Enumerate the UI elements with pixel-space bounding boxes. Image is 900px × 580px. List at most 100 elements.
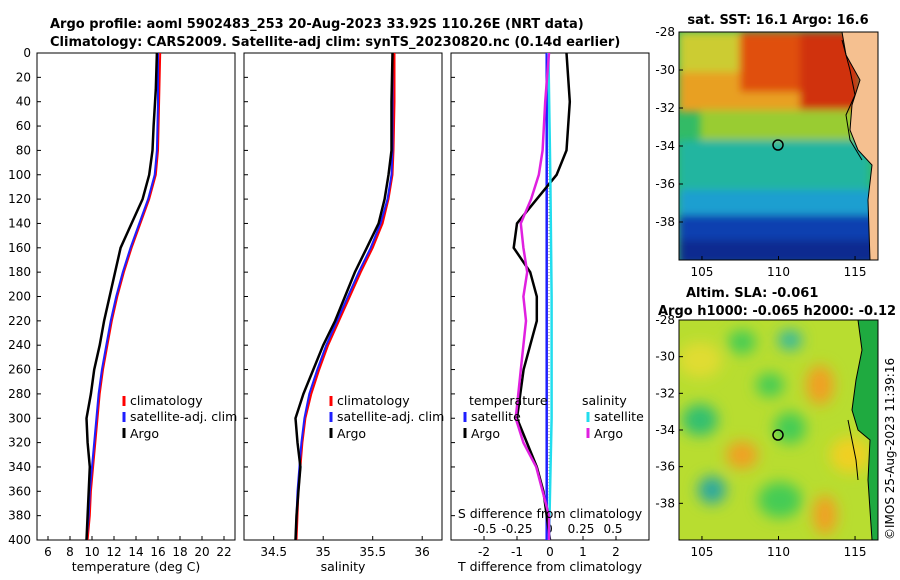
s-difference-tick-label: 0.25 — [568, 522, 595, 536]
depth-tick-label: 180 — [8, 265, 31, 279]
legend-label-satellite: satellite-adj. clim — [337, 409, 444, 424]
lat-tick-label: -34 — [655, 423, 675, 437]
lon-tick-label: 110 — [767, 265, 790, 279]
temperature-tick-label: 12 — [106, 545, 121, 559]
temperature-axes-frame — [36, 52, 236, 541]
lat-tick-label: -28 — [655, 313, 675, 327]
lat-tick-label: -28 — [655, 25, 675, 39]
depth-tick-label: 340 — [8, 460, 31, 474]
depth-tick-label: 200 — [8, 290, 31, 304]
depth-tick-label: 380 — [8, 509, 31, 523]
depth-tick-label: 60 — [16, 119, 31, 133]
salinity-tick-label: 35 — [316, 545, 331, 559]
legend-label-s-satellite: satellite — [594, 409, 644, 424]
sla-land-mass — [851, 320, 878, 540]
legend-label-t-satellite: satellite — [471, 409, 521, 424]
temperature-series — [85, 52, 162, 541]
satellite-clim-line — [85, 53, 159, 541]
lat-tick-label: -30 — [655, 63, 675, 77]
legend-label-satellite: satellite-adj. clim — [130, 409, 237, 424]
difference-legend: temperature satellite Argo salinity sate… — [463, 393, 644, 441]
temperature-tick-label: 8 — [66, 545, 74, 559]
salinity-series — [294, 52, 396, 541]
lon-tick-label: 105 — [691, 265, 714, 279]
difference-series — [512, 52, 572, 541]
lat-tick-label: -36 — [655, 177, 675, 191]
depth-tick-label: 400 — [8, 533, 31, 547]
temperature-tick-label: 6 — [44, 545, 52, 559]
salinity-panel: 34.5 35 35.5 36 salinity climatology satell… — [243, 52, 444, 574]
temperature-tick-labels: 6 8 10 12 14 16 18 20 22 — [44, 545, 231, 559]
figure-title-line1: Argo profile: aoml 5902483_253 20-Aug-20… — [50, 17, 584, 32]
difference-gridlines — [451, 52, 617, 541]
depth-tick-label: 100 — [8, 168, 31, 182]
depth-tick-label: 240 — [8, 338, 31, 352]
depth-tick-label: 280 — [8, 387, 31, 401]
salinity-tick-labels: 34.5 35 35.5 36 — [260, 545, 430, 559]
depth-tick-label: 120 — [8, 192, 31, 206]
depth-tick-label: 20 — [16, 70, 31, 84]
sst-map-title: sat. SST: 16.1 Argo: 16.6 — [687, 13, 868, 28]
depth-tick-label: 0 — [23, 46, 31, 60]
timestamp: ©IMOS 25-Aug-2023 11:39:16 — [883, 358, 897, 540]
salinity-tick-label: 36 — [415, 545, 430, 559]
temperature-gridlines — [37, 52, 225, 541]
s-difference-tick-label: 0.5 — [603, 522, 622, 536]
t-difference-tick-label: 1 — [579, 545, 587, 559]
temperature-tick-label: 22 — [216, 545, 231, 559]
legend-label-t-argo: Argo — [471, 426, 500, 441]
lat-tick-label: -32 — [655, 386, 675, 400]
temperature-tick-label: 10 — [84, 545, 99, 559]
sla-map-title-line1: Altim. SLA: -0.061 — [686, 286, 818, 301]
lat-tick-label: -38 — [655, 215, 675, 229]
t-difference-tick-label: 0 — [546, 545, 554, 559]
depth-tick-label: 40 — [16, 95, 31, 109]
difference-panel: -2 -1 0 1 2 -0.5 -0.25 0 0.25 0.5 T difference f… — [450, 52, 650, 574]
legend-title-temperature: temperature — [469, 393, 548, 408]
lon-tick-label: 115 — [844, 265, 867, 279]
lon-tick-label: 105 — [691, 545, 714, 559]
lon-tick-label: 115 — [844, 545, 867, 559]
salinity-legend: climatology satellite-adj. clim Argo — [329, 393, 444, 441]
salinity-axes-frame — [243, 52, 443, 541]
sla-map-panel: Altim. SLA: -0.061 Argo h1000: -0.065 h2… — [655, 286, 896, 559]
depth-tick-label: 140 — [8, 216, 31, 230]
sst-argo-marker — [772, 139, 784, 151]
depth-tick-label: 260 — [8, 363, 31, 377]
t-difference-xlabel: T difference from climatology — [457, 559, 643, 574]
lat-tick-label: -32 — [655, 101, 675, 115]
legend-label-argo: Argo — [337, 426, 366, 441]
sst-field — [679, 32, 878, 260]
temperature-tick-label: 16 — [150, 545, 165, 559]
figure-title-line2: Climatology: CARS2009. Satellite-adj cli… — [50, 35, 620, 50]
sla-lon-tick-labels: 105 110 115 — [691, 536, 867, 559]
s-satellite-line — [547, 52, 553, 541]
sla-map-title-line2: Argo h1000: -0.065 h2000: -0.12 — [658, 304, 896, 319]
depth-tick-label: 300 — [8, 411, 31, 425]
t-difference-tick-label: -1 — [511, 545, 523, 559]
salinity-tick-label: 34.5 — [260, 545, 287, 559]
t-difference-tick-label: 2 — [612, 545, 620, 559]
s-difference-xlabel: S difference from climatology — [458, 506, 643, 521]
t-difference-tick-labels: -2 -1 0 1 2 — [478, 545, 620, 559]
sla-lat-tick-labels: -28 -30 -32 -34 -36 -38 — [655, 313, 683, 510]
s-argo-line — [514, 52, 551, 540]
lon-tick-label: 110 — [767, 545, 790, 559]
legend-label-climatology: climatology — [130, 393, 203, 408]
depth-tick-labels: 0 20 40 60 80 100 120 140 160 180 200 220 240 260 280 3… — [8, 46, 31, 547]
sst-lat-tick-labels: -28 -30 -32 -34 -36 -38 — [655, 25, 683, 229]
argo-line — [85, 52, 159, 541]
depth-tick-label: 360 — [8, 484, 31, 498]
lat-tick-label: -38 — [655, 496, 675, 510]
depth-tick-label: 160 — [8, 241, 31, 255]
lat-tick-label: -36 — [655, 460, 675, 474]
climatology-line — [86, 52, 162, 541]
temperature-panel: 0 20 40 60 80 100 120 140 160 180 200 220 240 260 280 3… — [8, 46, 237, 574]
legend-label-argo: Argo — [130, 426, 159, 441]
sst-map-panel: sat. SST: 16.1 Argo: 16.6 -28 -30 -32 -34 -3… — [655, 13, 879, 279]
argo-line — [294, 52, 394, 541]
depth-tick-label: 220 — [8, 314, 31, 328]
temperature-tick-label: 18 — [172, 545, 187, 559]
temperature-xlabel: temperature (deg C) — [72, 559, 201, 574]
